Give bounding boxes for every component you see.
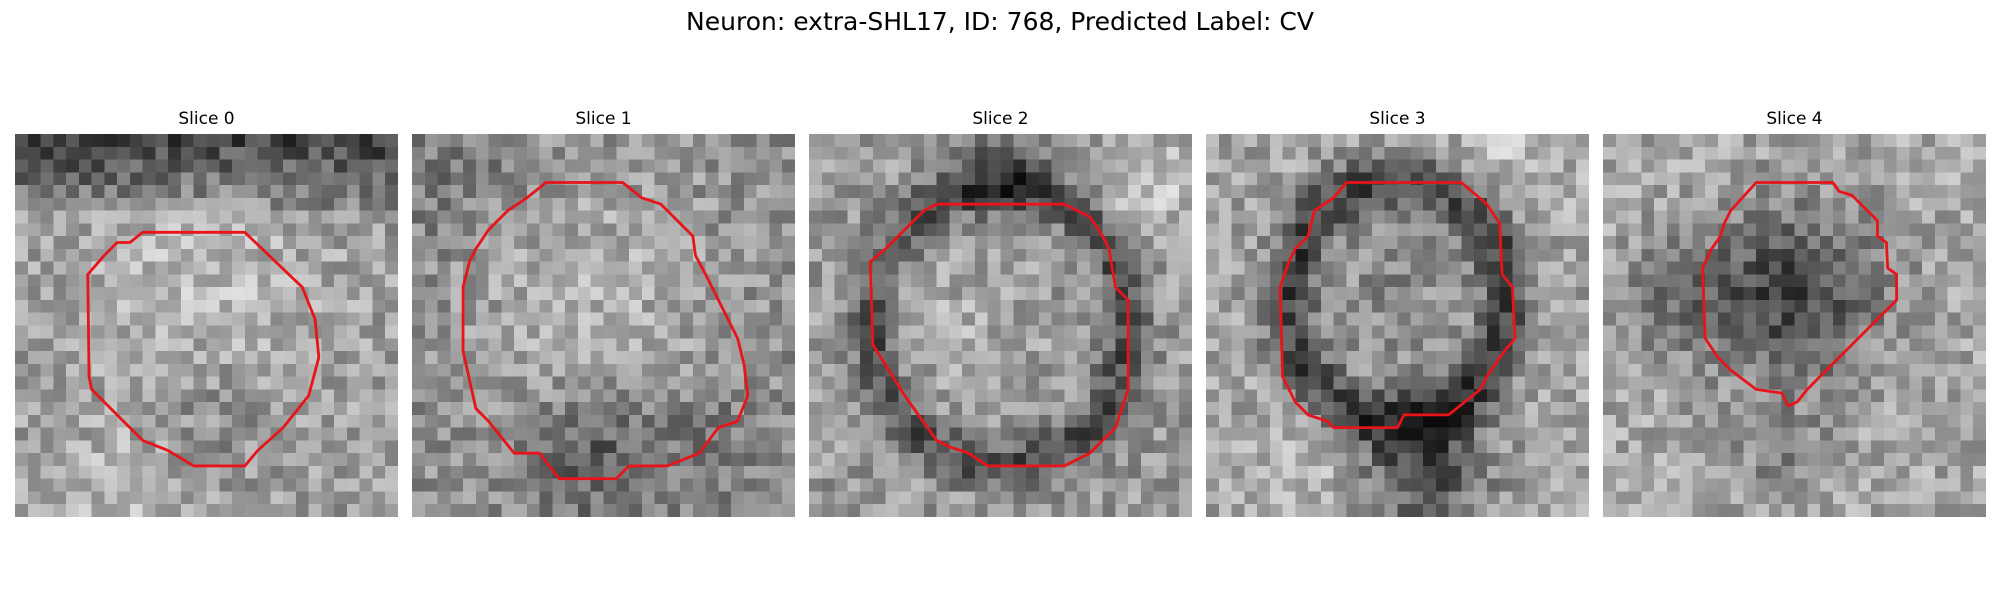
cell-contour [1278, 181, 1517, 430]
slice-image-3 [1206, 134, 1589, 517]
slice-pixel-grid [1603, 134, 1986, 517]
slice-title: Slice 4 [1766, 109, 1823, 129]
figure-title: Neuron: extra-SHL17, ID: 768, Predicted … [686, 7, 1314, 36]
slice-panel-2: Slice 2 [809, 108, 1192, 517]
slice-pixel-grid [15, 134, 398, 517]
slice-image-2 [809, 134, 1192, 517]
cell-contour [868, 202, 1130, 468]
slice-pixel-grid [1206, 134, 1589, 517]
cell-contour [86, 230, 321, 468]
slice-panel-4: Slice 4 [1603, 108, 1986, 517]
slice-pixel-grid [412, 134, 795, 517]
slice-image-4 [1603, 134, 1986, 517]
slice-title: Slice 1 [575, 109, 632, 129]
slice-panel-1: Slice 1 [412, 108, 795, 517]
slice-title: Slice 3 [1369, 109, 1426, 129]
slice-panel-3: Slice 3 [1206, 108, 1589, 517]
cell-contour [1701, 181, 1899, 408]
slice-image-1 [412, 134, 795, 517]
slice-panel-0: Slice 0 [15, 108, 398, 517]
cell-contour [461, 181, 750, 481]
slice-image-0 [15, 134, 398, 517]
slice-title: Slice 2 [972, 109, 1029, 129]
slice-pixel-grid [809, 134, 1192, 517]
slice-title: Slice 0 [178, 109, 235, 129]
